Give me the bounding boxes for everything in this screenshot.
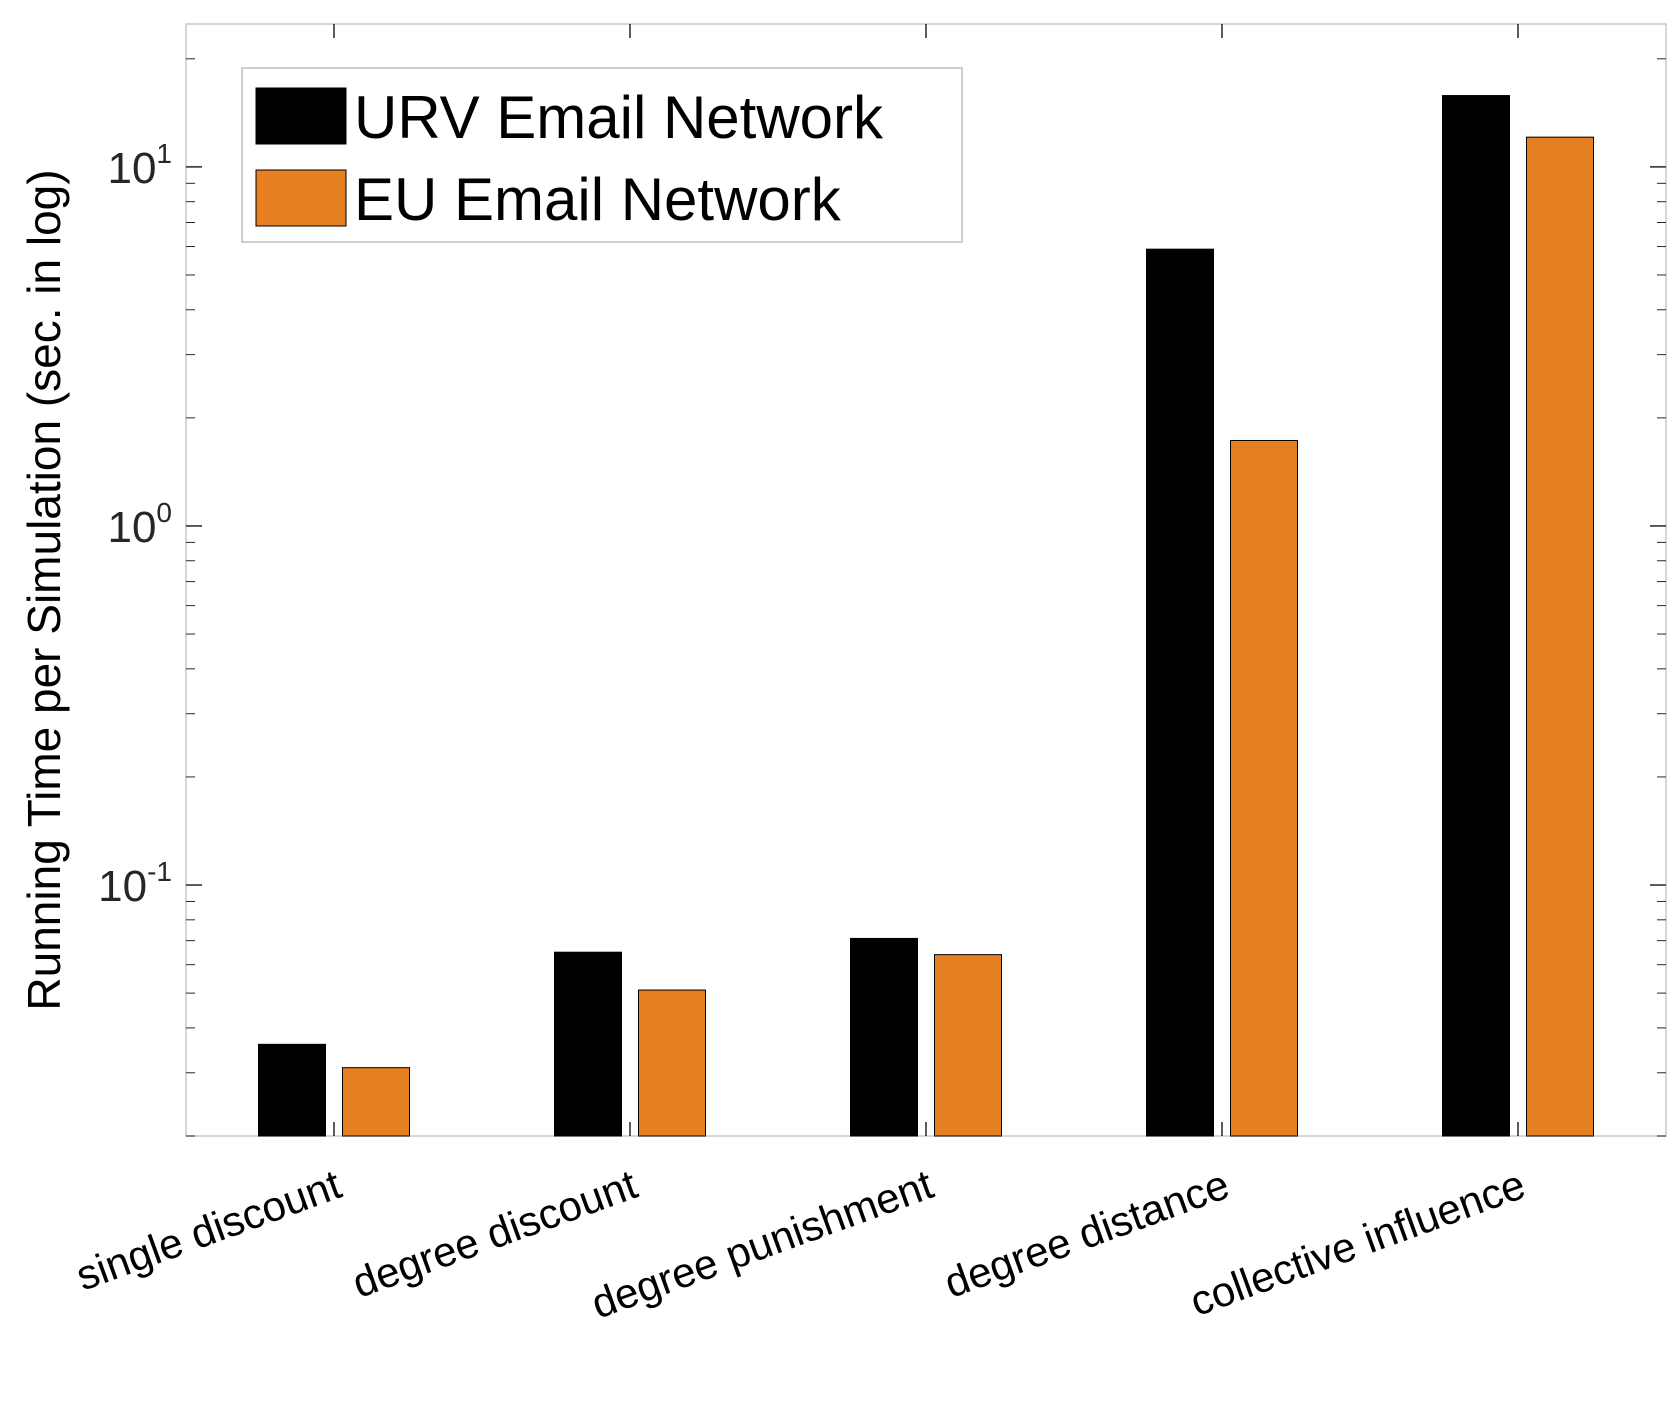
- y-tick-label: 100: [107, 497, 172, 552]
- bar-urv: [1442, 95, 1510, 1137]
- y-tick-label: 101: [107, 138, 172, 193]
- legend-swatch: [255, 87, 347, 145]
- legend: URV Email Network EU Email Network: [241, 67, 963, 243]
- legend-label: URV Email Network: [354, 84, 884, 151]
- x-tick-label: single discount: [70, 1160, 347, 1299]
- bar-eu: [934, 954, 1002, 1137]
- x-tick-label: collective influence: [1184, 1160, 1531, 1325]
- bar-eu: [1526, 136, 1594, 1137]
- x-tick-label: degree punishment: [585, 1160, 939, 1327]
- legend-label: EU Email Network: [354, 166, 842, 233]
- bars: [258, 95, 1594, 1137]
- bar-urv: [554, 951, 622, 1137]
- y-axis-ticks: 10-1 100 101: [98, 138, 1666, 911]
- legend-box: [241, 67, 963, 243]
- bar-urv: [258, 1043, 326, 1137]
- y-tick-label: 10-1: [98, 856, 172, 911]
- y-minor-ticks: [186, 58, 1666, 1137]
- legend-swatch: [255, 169, 347, 227]
- bar-eu: [638, 989, 706, 1137]
- bar-eu: [1230, 439, 1298, 1137]
- y-axis-label: Running Time per Simulation (sec. in log…: [18, 169, 70, 1010]
- bar-urv: [1146, 248, 1214, 1137]
- bar-eu: [342, 1067, 410, 1137]
- bar-urv: [850, 937, 918, 1137]
